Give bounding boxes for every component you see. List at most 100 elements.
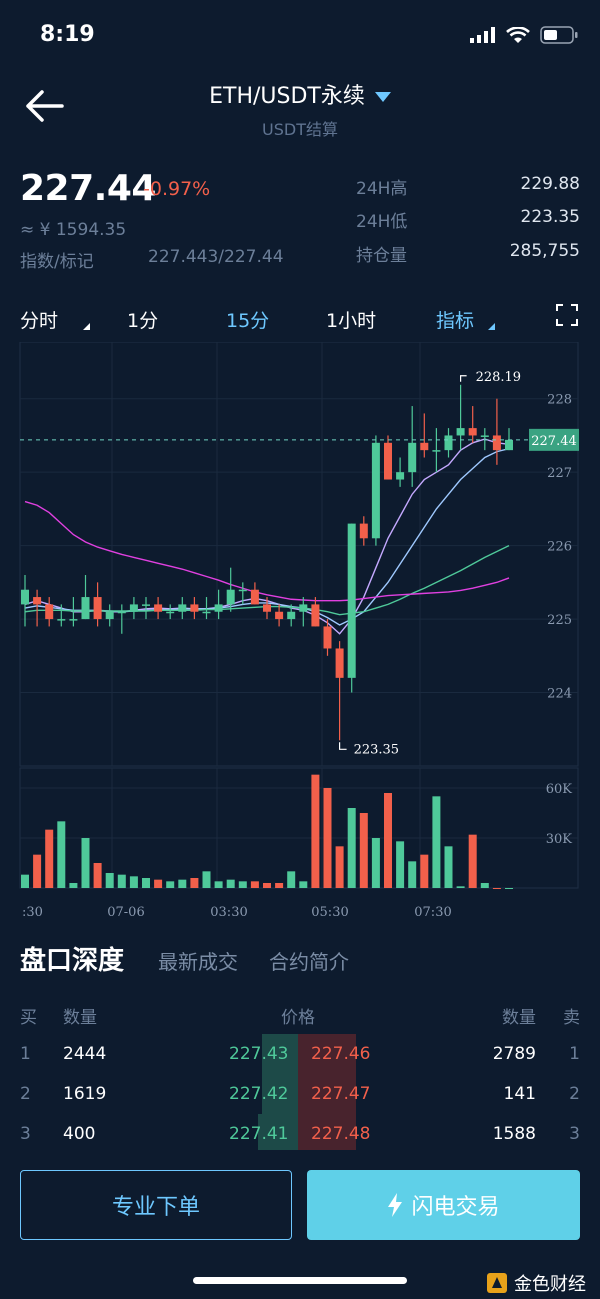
volume-bar (505, 888, 513, 889)
kline-chart[interactable]: 228 227 226 225 224 227.44 228.19 223.35 60K 30K:… (0, 342, 600, 932)
volume-bar (202, 871, 211, 888)
volume-bar (287, 871, 296, 888)
pro-order-button[interactable]: 专业下单 (20, 1170, 292, 1240)
volume-tick-label: 60K (546, 782, 573, 797)
ob-bid-qty: 1619 (63, 1084, 107, 1104)
home-indicator[interactable] (193, 1277, 407, 1284)
ob-head-price: 价格 (281, 1008, 315, 1028)
candle-body (202, 611, 211, 614)
volume-bar (250, 881, 259, 888)
candle-body (420, 442, 429, 451)
volume-bar (275, 883, 284, 888)
candle-body (69, 619, 78, 621)
candle-body (142, 604, 150, 606)
candle-body (444, 435, 453, 451)
dropdown-caret-icon (374, 92, 391, 102)
candle-body (190, 604, 199, 612)
volume-bar (444, 846, 453, 888)
y-tick-label: 224 (547, 687, 572, 702)
watermark: 金色财经 (486, 1270, 586, 1296)
volume-bar (105, 873, 114, 888)
volume-bar (178, 879, 187, 888)
candle-body (178, 604, 187, 612)
ob-bid-price[interactable]: 227.41 (229, 1124, 289, 1144)
ob-row-index: 2 (20, 1084, 31, 1104)
ob-ask-price[interactable]: 227.48 (311, 1124, 371, 1144)
volume-bar (384, 793, 392, 888)
volume-bar (21, 874, 29, 888)
price-pane-frame (19, 342, 579, 767)
candle-body (299, 604, 308, 612)
y-tick-label: 226 (547, 540, 572, 555)
volume-bar (468, 834, 477, 888)
volume-bar (335, 846, 344, 888)
tab-timeshare[interactable]: 分时 (20, 310, 59, 332)
ob-head-buy: 买 (20, 1008, 37, 1028)
x-tick-label: 05:30 (311, 905, 348, 920)
ob-ask-qty: 1588 (492, 1124, 536, 1144)
volume-bar (371, 838, 380, 888)
candle-body (81, 597, 90, 620)
candle-body (33, 597, 42, 605)
watermark-text: 金色财经 (514, 1274, 586, 1295)
flash-trade-button[interactable]: 闪电交易 (307, 1170, 580, 1240)
candle-body (396, 472, 405, 480)
candle-body (250, 589, 259, 605)
volume-bar (154, 879, 163, 888)
tab-latest-trades[interactable]: 最新成交 (158, 950, 238, 974)
volume-bar (190, 878, 199, 888)
low-24h-value: 223.35 (520, 207, 580, 227)
tab-1hour[interactable]: 1小时 (326, 310, 377, 332)
volume-bar (117, 874, 126, 888)
back-arrow-icon[interactable] (22, 86, 68, 126)
x-tick-label: :30 (22, 905, 43, 920)
candle-body (492, 435, 501, 451)
fullscreen-icon[interactable] (556, 304, 578, 326)
x-tick-label: 03:30 (210, 905, 247, 920)
candle-body (347, 523, 356, 678)
tab-1min[interactable]: 1分 (127, 310, 159, 332)
candle-body (117, 611, 126, 614)
candle-body (287, 611, 296, 620)
tab-indicators[interactable]: 指标 (436, 310, 475, 332)
volume-bar (226, 879, 235, 888)
volume-bar (347, 808, 356, 888)
contract-title[interactable]: ETH/USDT永续 (0, 78, 600, 110)
cny-price: ≈ ¥ 1594.35 (20, 220, 127, 240)
volume-bar (214, 881, 223, 888)
signal-icon (470, 27, 495, 43)
high-24h-label: 24H高 (356, 179, 408, 199)
volume-bar (480, 883, 489, 888)
volume-bar (359, 813, 368, 888)
volume-bar (238, 881, 247, 888)
last-price-tag-text: 227.44 (531, 434, 577, 449)
ob-bid-price[interactable]: 227.43 (229, 1044, 289, 1064)
candle-body (359, 523, 368, 539)
candle-body (105, 611, 114, 620)
candle-body (311, 604, 320, 627)
candle-body (480, 435, 489, 437)
price-change: -0.97% (143, 178, 211, 200)
ob-ask-price[interactable]: 227.46 (311, 1044, 371, 1064)
lightning-icon (388, 1193, 403, 1217)
contract-title-text: ETH/USDT永续 (209, 84, 365, 109)
candle-body (371, 442, 380, 539)
bid-depth-bar (262, 1074, 298, 1114)
volume-pane-frame (19, 767, 579, 889)
ob-ask-price[interactable]: 227.47 (311, 1084, 371, 1104)
volume-bar (69, 883, 78, 888)
tab-indicators-caret-icon (488, 323, 495, 330)
tab-depth[interactable]: 盘口深度 (20, 946, 125, 976)
tab-15min[interactable]: 15分 (226, 310, 270, 332)
status-time: 8:19 (40, 22, 95, 47)
volume-bar (166, 881, 175, 888)
tab-contract-info[interactable]: 合约简介 (269, 950, 349, 974)
min-price-label: 223.35 (354, 742, 400, 757)
ask-depth-bar (298, 1034, 356, 1074)
volume-bar (432, 796, 441, 888)
volume-bar (263, 883, 271, 888)
max-marker (460, 375, 467, 382)
ask-depth-bar (298, 1114, 356, 1150)
ob-bid-price[interactable]: 227.42 (229, 1084, 289, 1104)
volume-bar (93, 863, 102, 888)
